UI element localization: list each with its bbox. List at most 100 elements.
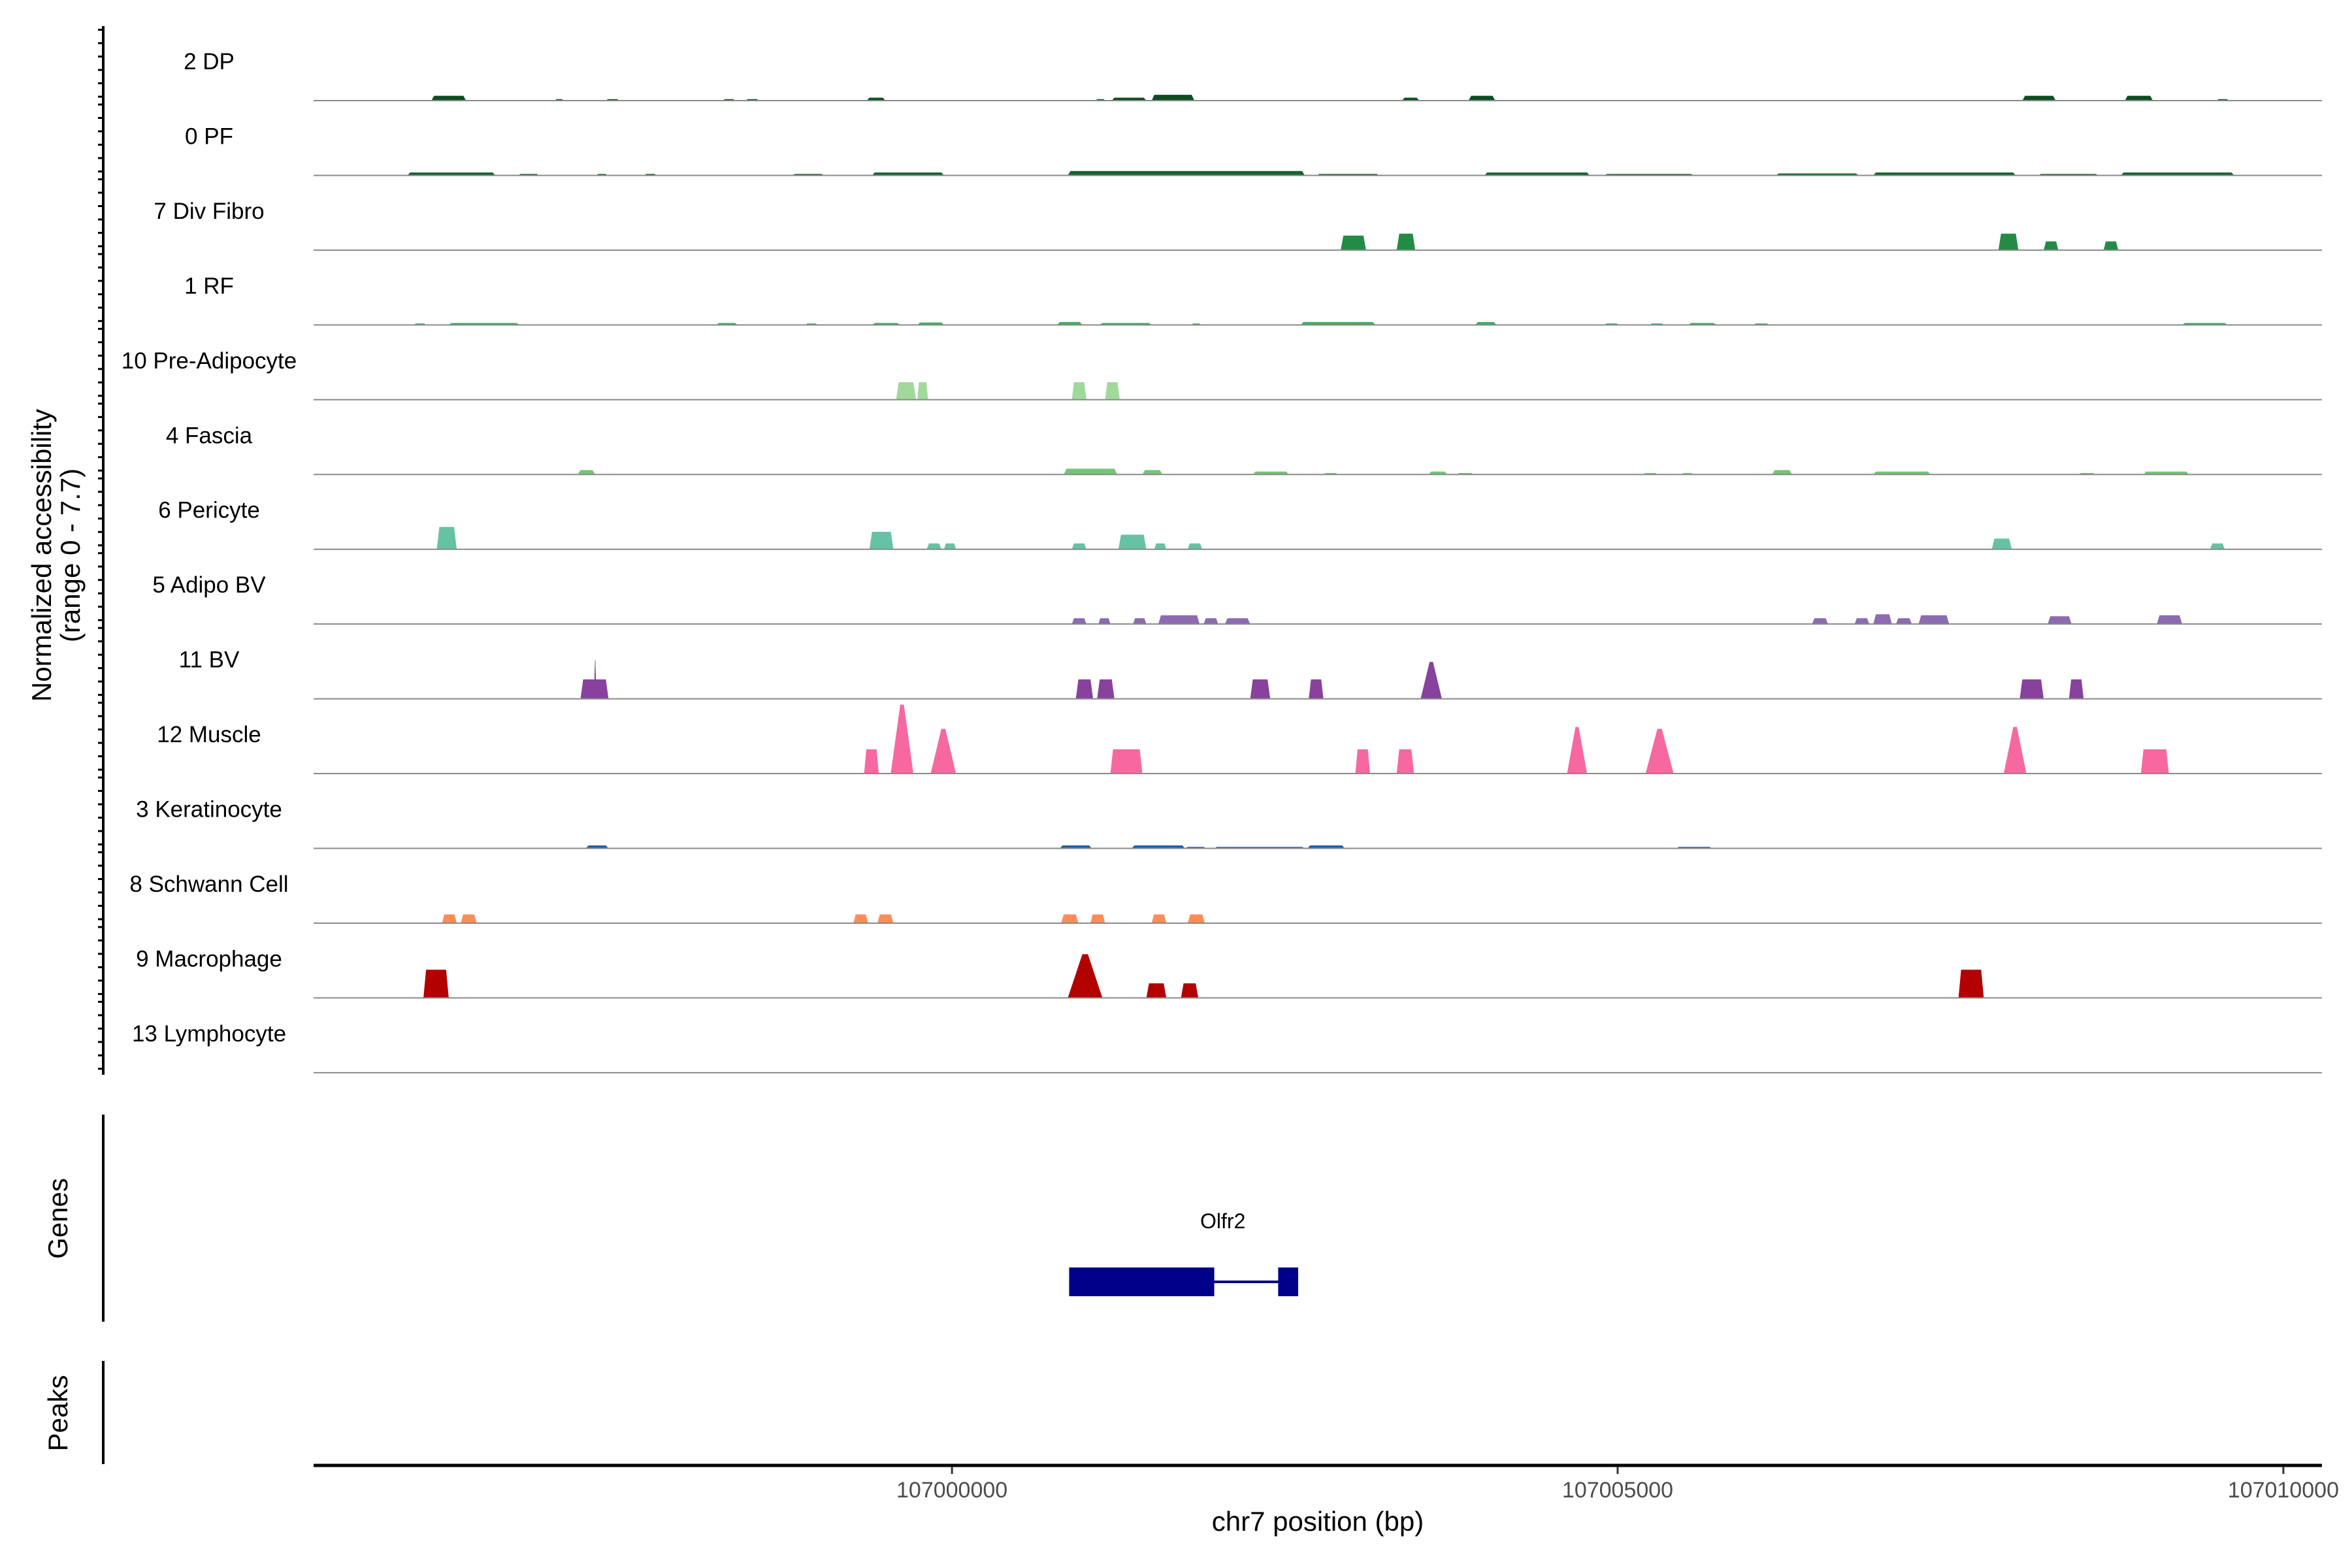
- accessibility-peak: [1812, 618, 1828, 625]
- accessibility-peak: [1873, 471, 1931, 475]
- track-label: 11 BV: [179, 647, 240, 673]
- track-label: 12 Muscle: [157, 722, 261, 747]
- accessibility-peak: [407, 172, 496, 176]
- track-label: 10 Pre-Adipocyte: [122, 348, 297, 374]
- gene-exon: [1069, 1267, 1215, 1296]
- accessibility-peak: [1097, 679, 1115, 699]
- x-axis: 107000000 107005000 107010000 chr7 positio…: [314, 1463, 2339, 1537]
- accessibility-peak: [442, 914, 457, 923]
- accessibility-peak: [1301, 321, 1376, 325]
- accessibility-peak: [896, 382, 917, 400]
- accessibility-peak: [1252, 471, 1289, 475]
- accessibility-peak: [2125, 95, 2153, 101]
- accessibility-peak: [1075, 679, 1094, 699]
- gene-annotations: Olfr2: [1069, 1209, 1298, 1296]
- genes-panel-label: Genes: [42, 1178, 73, 1259]
- accessibility-peak: [877, 914, 894, 923]
- accessibility-peak: [1203, 618, 1218, 625]
- track-9-macrophage: 9 Macrophage: [136, 946, 2322, 999]
- x-axis-title: chr7 position (bp): [1212, 1506, 1424, 1537]
- peaks-panel-label: Peaks: [42, 1375, 73, 1452]
- accessibility-peak: [1151, 914, 1167, 923]
- accessibility-peak: [1068, 171, 1305, 176]
- accessibility-peak: [1060, 845, 1092, 849]
- accessibility-peak: [2143, 471, 2189, 475]
- accessibility-peak: [1111, 97, 1147, 101]
- accessibility-peak: [869, 531, 894, 549]
- accessibility-peak: [1098, 618, 1111, 625]
- accessibility-peak: [431, 95, 466, 101]
- accessibility-peak: [926, 543, 941, 549]
- accessibility-peak: [1918, 615, 1950, 625]
- track-11-bv: 11 BV: [179, 647, 2322, 700]
- track-label: 6 Pericyte: [158, 498, 260, 523]
- track-label: 0 PF: [185, 123, 233, 149]
- x-tick-label: 107010000: [2228, 1478, 2339, 1503]
- accessibility-peak: [1061, 914, 1079, 923]
- accessibility-peak: [593, 660, 597, 699]
- track-label: 1 RF: [184, 273, 234, 299]
- accessibility-peak: [1567, 727, 1588, 774]
- y-axis-ticks: [98, 29, 103, 1070]
- accessibility-peak: [1307, 845, 1345, 849]
- x-axis-ticks: 107000000 107005000 107010000: [896, 1467, 2339, 1503]
- accessibility-peak: [2022, 95, 2056, 101]
- accessibility-peak: [423, 970, 449, 998]
- accessibility-peak: [1341, 235, 1366, 250]
- accessibility-peak: [2103, 241, 2119, 250]
- accessibility-peak: [853, 914, 868, 923]
- accessibility-peak: [930, 728, 956, 774]
- accessibility-peak: [872, 172, 944, 176]
- accessibility-peak: [1110, 749, 1143, 774]
- track-label: 5 Adipo BV: [152, 572, 266, 598]
- accessibility-peak: [1154, 543, 1167, 549]
- accessibility-peak: [2003, 727, 2027, 774]
- accessibility-peak: [1133, 618, 1147, 625]
- peaks-panel: Peaks: [42, 1361, 105, 1464]
- accessibility-peak: [1090, 914, 1105, 923]
- accessibility-peak: [461, 914, 477, 923]
- gene-olfr2[interactable]: Olfr2: [1069, 1209, 1298, 1296]
- accessibility-peak: [1468, 95, 1495, 101]
- track-label: 2 DP: [184, 49, 235, 74]
- accessibility-peak: [1873, 172, 2016, 176]
- accessibility-peak: [1873, 614, 1892, 625]
- accessibility-peak: [1250, 679, 1271, 699]
- accessibility-peak: [585, 845, 609, 849]
- x-tick-label: 107000000: [896, 1478, 1007, 1503]
- track-label: 8 Schwann Cell: [129, 872, 288, 897]
- accessibility-peak: [1187, 914, 1205, 923]
- accessibility-peak: [1068, 954, 1103, 998]
- accessibility-peak: [1396, 749, 1414, 774]
- accessibility-peak: [1142, 470, 1163, 475]
- accessibility-peak: [1854, 618, 1870, 625]
- accessibility-peak: [943, 543, 956, 549]
- accessibility-peak: [1401, 97, 1420, 101]
- accessibility-peak: [1158, 615, 1200, 625]
- accessibility-peak: [1998, 233, 2019, 250]
- track-1-rf: 1 RF: [184, 273, 2322, 326]
- accessibility-peak: [2044, 241, 2059, 250]
- accessibility-peak: [1645, 728, 1674, 774]
- track-0-pf: 0 PF: [185, 123, 2322, 176]
- accessibility-peak: [1151, 95, 1194, 101]
- accessibility-peak: [917, 382, 928, 400]
- track-6-pericyte: 6 Pericyte: [158, 498, 2322, 550]
- accessibility-peak: [866, 97, 886, 101]
- accessibility-peak: [1991, 538, 2012, 549]
- accessibility-peak: [2068, 679, 2084, 699]
- track-label: 4 Fascia: [166, 423, 253, 448]
- accessibility-peak: [1428, 471, 1448, 475]
- accessibility-peak: [2210, 543, 2225, 549]
- accessibility-peak: [1132, 845, 1185, 849]
- track-label: 3 Keratinocyte: [136, 797, 282, 823]
- accessibility-peak: [578, 470, 595, 475]
- accessibility-peak: [1064, 468, 1117, 475]
- accessibility-peak: [1105, 382, 1120, 400]
- track-12-muscle: 12 Muscle: [157, 704, 2322, 775]
- track-4-fascia: 4 Fascia: [166, 423, 2322, 476]
- genes-panel: Genes Olfr2: [42, 1115, 1298, 1322]
- accessibility-peak: [1071, 543, 1086, 549]
- accessibility-peak: [1958, 970, 1984, 998]
